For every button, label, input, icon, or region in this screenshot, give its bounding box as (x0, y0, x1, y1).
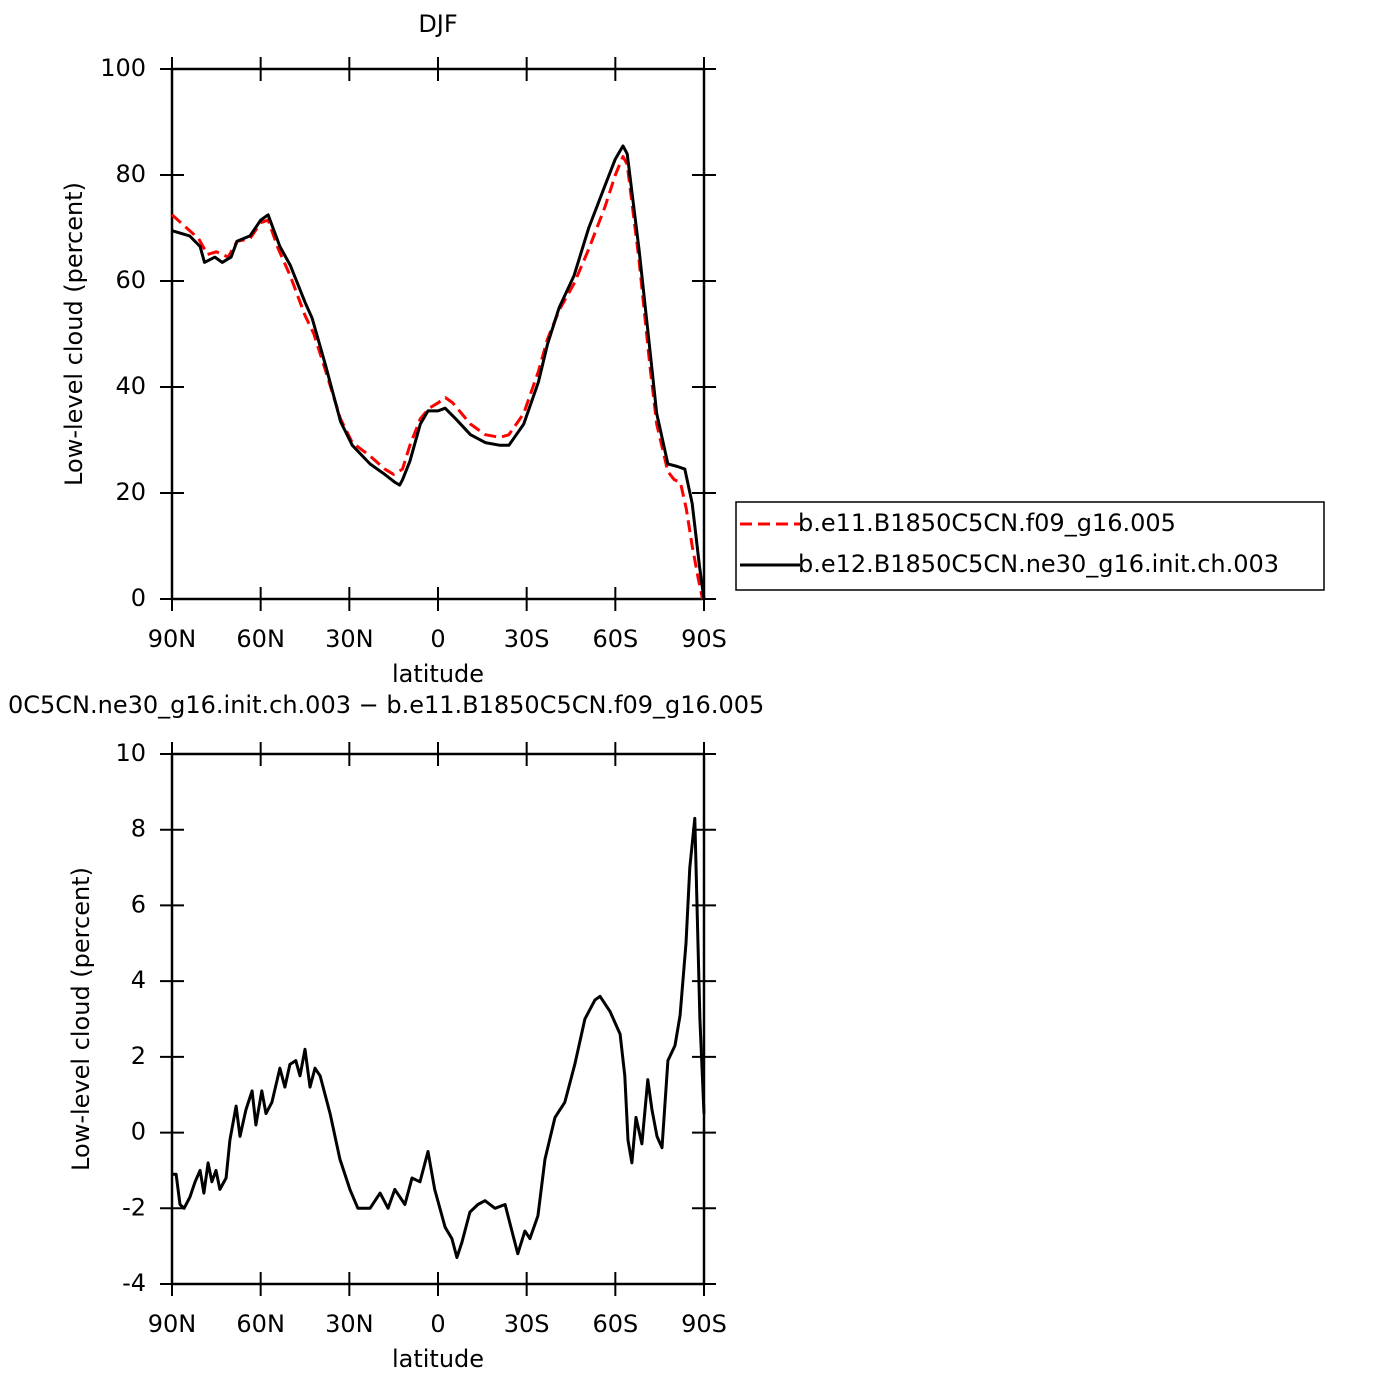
x-tick-label: 0 (430, 1310, 445, 1338)
x-tick-label: 90S (681, 625, 727, 653)
x-tick-label: 30S (504, 625, 550, 653)
legend-box (735, 501, 1325, 591)
y-tick-label: 2 (131, 1042, 146, 1070)
y-tick-label: 0 (131, 1118, 146, 1146)
y-tick-label: 40 (115, 372, 146, 400)
x-tick-label: 60N (236, 625, 285, 653)
y-axis-label: Low-level cloud (percent) (67, 867, 95, 1171)
y-axis-label: Low-level cloud (percent) (60, 182, 88, 486)
x-tick-label: 0 (430, 625, 445, 653)
y-tick-label: 80 (115, 160, 146, 188)
x-tick-label: 90N (148, 1310, 197, 1338)
y-tick-label: 10 (115, 739, 146, 767)
x-tick-label: 30S (504, 1310, 550, 1338)
y-tick-label: 8 (131, 815, 146, 843)
y-tick-label: 6 (131, 890, 146, 918)
x-axis-label: latitude (392, 660, 484, 688)
chart-title: DJF (418, 10, 457, 38)
x-tick-label: 90N (148, 625, 197, 653)
y-tick-label: 0 (131, 584, 146, 612)
x-tick-label: 60N (236, 1310, 285, 1338)
data-line (172, 816, 706, 1259)
legend-label: b.e12.B1850C5CN.ne30_g16.init.ch.003 (798, 550, 1279, 578)
y-tick-label: -2 (122, 1193, 146, 1221)
y-tick-label: 20 (115, 478, 146, 506)
x-tick-label: 60S (592, 625, 638, 653)
y-tick-label: 100 (100, 54, 146, 82)
chart-title: 0C5CN.ne30_g16.init.ch.003 − b.e11.B1850… (8, 691, 764, 719)
x-tick-label: 30N (325, 625, 374, 653)
y-tick-label: -4 (122, 1269, 146, 1297)
x-tick-label: 60S (592, 1310, 638, 1338)
x-tick-label: 90S (681, 1310, 727, 1338)
x-tick-label: 30N (325, 1310, 374, 1338)
data-line (170, 155, 704, 600)
y-tick-label: 60 (115, 266, 146, 294)
data-line (171, 144, 706, 600)
y-tick-label: 4 (131, 966, 146, 994)
x-axis-label: latitude (392, 1345, 484, 1373)
legend-label: b.e11.B1850C5CN.f09_g16.005 (798, 509, 1176, 537)
